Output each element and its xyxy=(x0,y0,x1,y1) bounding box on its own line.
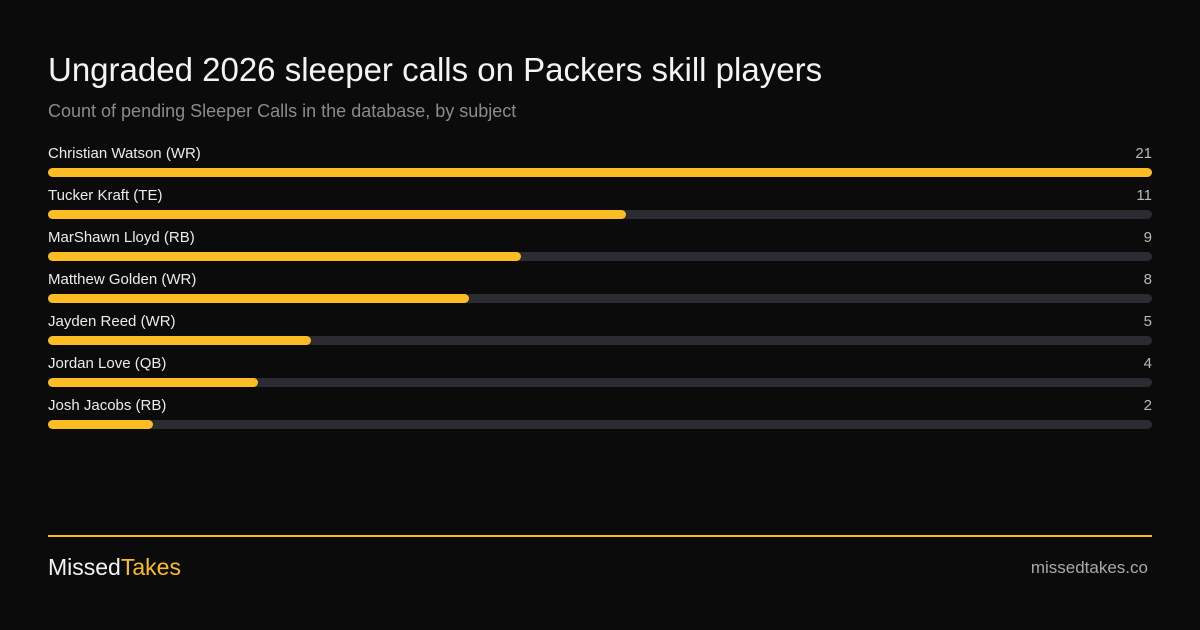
brand-logo: MissedTakes xyxy=(48,553,181,581)
bar xyxy=(48,252,522,261)
bar-label: MarShawn Lloyd (RB) xyxy=(48,229,195,246)
brand-logo-part2: Takes xyxy=(120,554,181,580)
bar-row: Josh Jacobs (RB) 2 xyxy=(48,394,1152,436)
bar-label: Tucker Kraft (TE) xyxy=(48,187,163,204)
bar-value-label: 2 xyxy=(1143,397,1152,414)
bar-label: Jayden Reed (WR) xyxy=(48,313,176,330)
bar-label: Christian Watson (WR) xyxy=(48,145,201,162)
bar-value-label: 8 xyxy=(1143,271,1152,288)
bar xyxy=(48,294,469,303)
bar-row: Matthew Golden (WR) 8 xyxy=(48,268,1152,310)
bar-label: Josh Jacobs (RB) xyxy=(48,397,167,414)
bar-track xyxy=(48,294,1152,303)
bar-track xyxy=(48,378,1152,387)
bar xyxy=(48,420,154,429)
brand-logo-part1: Missed xyxy=(48,554,121,580)
bar-track xyxy=(48,420,1152,429)
bar-track xyxy=(48,168,1152,177)
chart-title: Ungraded 2026 sleeper calls on Packers s… xyxy=(48,51,823,88)
bar xyxy=(48,378,259,387)
bar xyxy=(48,210,627,219)
bar-track xyxy=(48,336,1152,345)
bar-value-label: 5 xyxy=(1143,313,1152,330)
bar-label: Matthew Golden (WR) xyxy=(48,271,197,288)
bar xyxy=(48,336,311,345)
bar-row: Christian Watson (WR) 21 xyxy=(48,142,1152,184)
bar-row: Tucker Kraft (TE) 11 xyxy=(48,184,1152,226)
bar-track xyxy=(48,252,1152,261)
chart-subtitle: Count of pending Sleeper Calls in the da… xyxy=(48,101,517,121)
site-url: missedtakes.co xyxy=(1030,558,1148,577)
bar-row: Jordan Love (QB) 4 xyxy=(48,352,1152,394)
bar xyxy=(48,168,1152,177)
bar-value-label: 4 xyxy=(1143,355,1152,372)
bar-chart: Christian Watson (WR) 21 Tucker Kraft (TE)… xyxy=(48,142,1152,436)
bar-track xyxy=(48,210,1152,219)
footer-divider xyxy=(48,535,1152,537)
bar-value-label: 9 xyxy=(1143,229,1152,246)
bar-label: Jordan Love (QB) xyxy=(48,355,167,372)
bar-row: MarShawn Lloyd (RB) 9 xyxy=(48,226,1152,268)
bar-value-label: 21 xyxy=(1135,145,1152,162)
bar-value-label: 11 xyxy=(1136,187,1152,204)
bar-row: Jayden Reed (WR) 5 xyxy=(48,310,1152,352)
